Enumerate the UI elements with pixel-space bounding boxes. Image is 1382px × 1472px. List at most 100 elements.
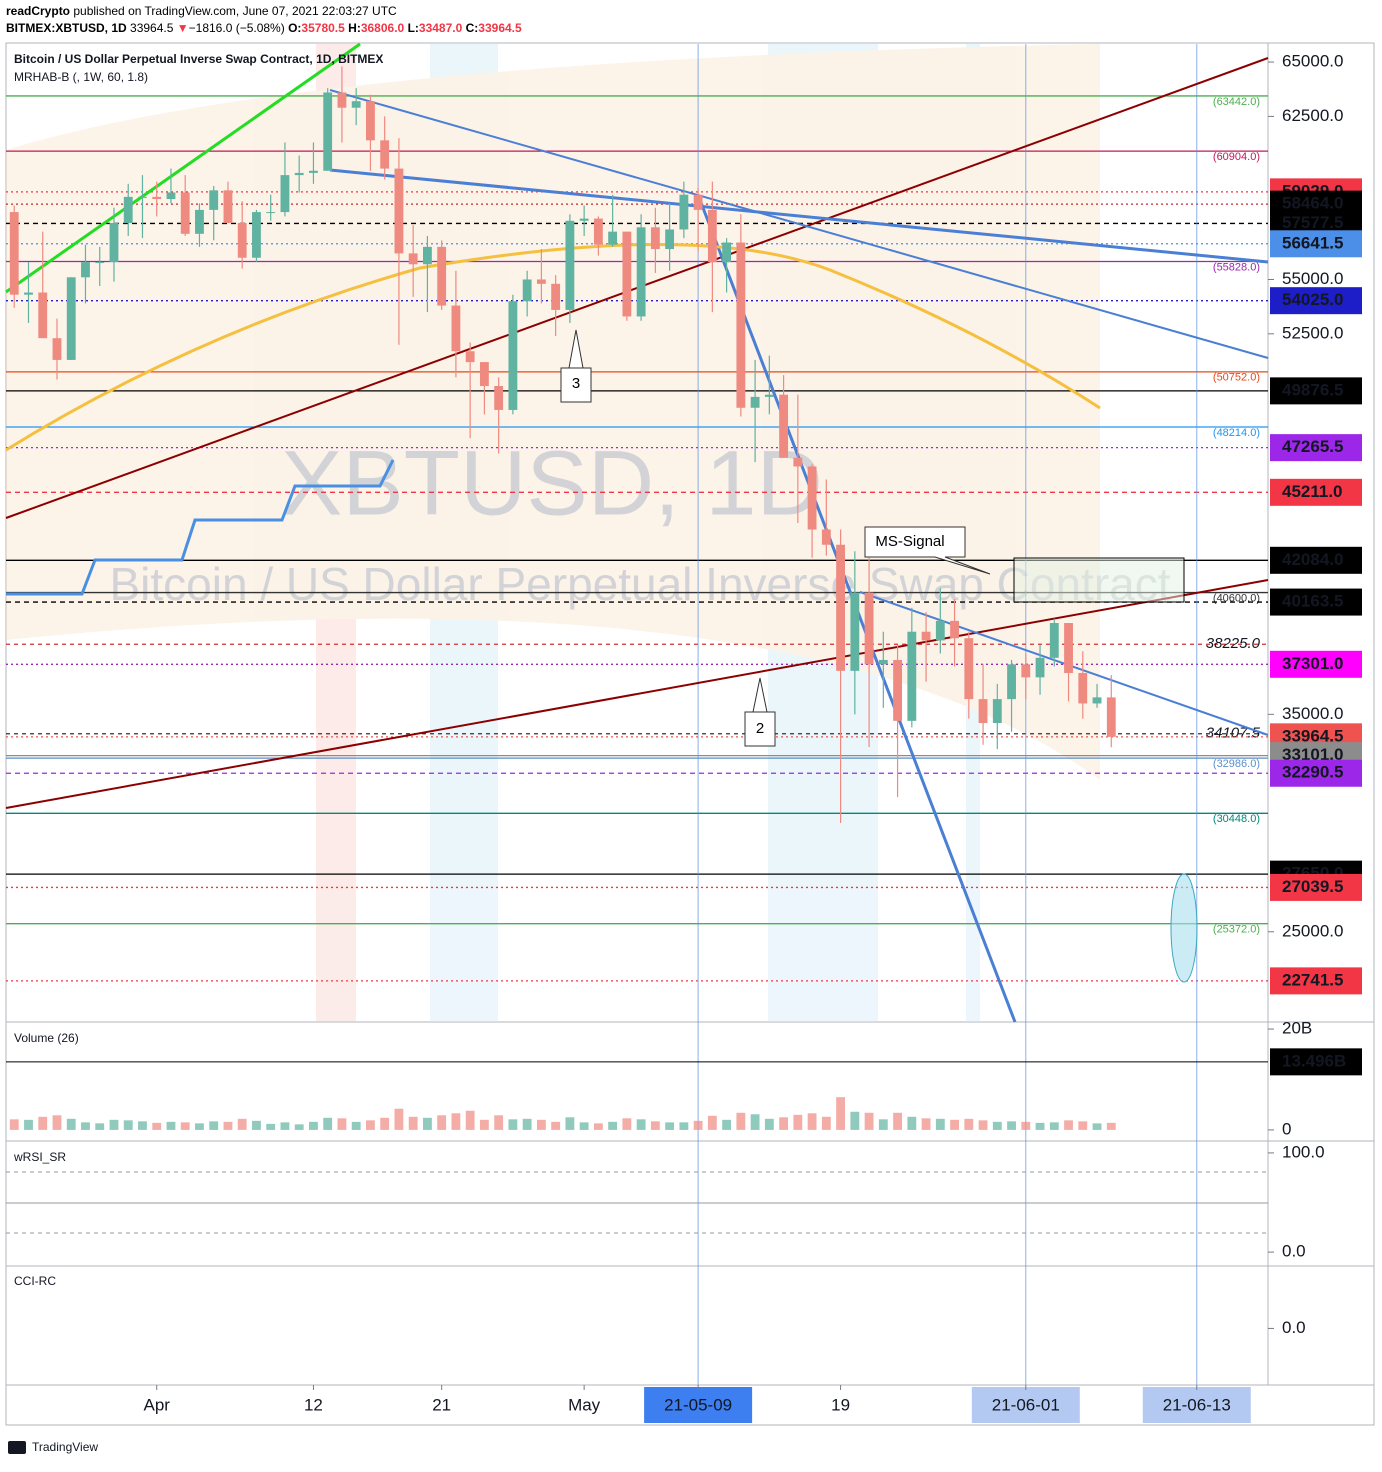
candle-body	[223, 190, 233, 223]
price-label: 33964.5	[1282, 726, 1343, 745]
candle-body	[907, 631, 917, 721]
price-label: 57577.5	[1282, 213, 1343, 232]
price-label: 27039.5	[1282, 877, 1343, 896]
candle-body	[636, 227, 646, 317]
volume-bar	[138, 1121, 147, 1130]
candle-body	[850, 592, 860, 671]
chart-title: Bitcoin / US Dollar Perpetual Inverse Sw…	[14, 52, 383, 66]
volume-bar	[437, 1115, 447, 1130]
volume-bar	[921, 1118, 931, 1130]
candle-body	[707, 209, 717, 263]
volume-bar	[935, 1118, 945, 1130]
volume-bar	[793, 1114, 803, 1130]
candle-body	[109, 222, 119, 263]
volume-bar	[9, 1119, 19, 1130]
volume-bar	[209, 1121, 219, 1130]
y-tick-label: 20B	[1282, 1019, 1312, 1038]
price-label-bg	[1270, 434, 1362, 462]
candle-body	[992, 699, 1002, 724]
author: readCrypto	[6, 4, 70, 18]
x-tick-label: 21-05-09	[664, 1395, 732, 1414]
volume-bar	[294, 1124, 304, 1130]
volume-bar	[707, 1115, 717, 1130]
volume-bar	[408, 1116, 418, 1130]
y-tick-label: 0.0	[1282, 1318, 1306, 1337]
y-tick-label: 25000.0	[1282, 921, 1343, 940]
volume-bar	[807, 1113, 817, 1130]
x-tick-label: 21-06-13	[1163, 1395, 1231, 1414]
candle-body	[81, 262, 90, 278]
price-label: 33101.0	[1282, 745, 1343, 764]
volume-bar	[38, 1116, 48, 1130]
volume-bar	[280, 1122, 290, 1130]
volume-bar	[152, 1122, 162, 1130]
volume-bar	[1064, 1120, 1073, 1130]
candle-body	[551, 283, 561, 310]
candle-body	[52, 338, 62, 360]
price-label: 22741.5	[1282, 970, 1343, 989]
y-tick-label: 0.0	[1282, 1242, 1306, 1261]
candle-body	[921, 631, 931, 641]
candle-body	[337, 92, 347, 108]
volume-bar	[1021, 1121, 1031, 1130]
price-label-bg	[1270, 230, 1362, 258]
date-label-bg	[971, 1387, 1080, 1423]
price-label: 47265.5	[1282, 437, 1343, 456]
y-tick-label: 0	[1282, 1119, 1291, 1138]
candle-body	[123, 196, 133, 223]
price-label-bg	[1270, 287, 1362, 315]
volume-bar	[1106, 1122, 1116, 1130]
price-label: 56641.5	[1282, 233, 1343, 252]
volume-bar	[893, 1112, 902, 1130]
volume-bar	[180, 1122, 190, 1130]
candle-body	[9, 212, 19, 295]
volume-bar	[608, 1121, 618, 1130]
candle-body	[252, 212, 261, 258]
candle-body	[522, 279, 532, 302]
pane-decor	[6, 1171, 1268, 1234]
candle-body	[736, 242, 746, 408]
candle-body	[280, 175, 290, 213]
volume-bar	[1049, 1122, 1059, 1130]
candle-body	[950, 620, 959, 639]
volume-bar	[693, 1120, 703, 1130]
level-label: (60904.0)	[1213, 151, 1260, 163]
lv: 33487.0	[419, 21, 463, 35]
candle-body	[1064, 623, 1073, 674]
candle-body	[650, 227, 660, 250]
cv: 33964.5	[478, 21, 522, 35]
candle-body	[138, 196, 147, 198]
candle-body	[693, 194, 703, 210]
candle-body	[465, 351, 475, 363]
symbol: BITMEX:XBTUSD, 1D	[6, 21, 127, 35]
l: L:	[408, 21, 419, 35]
y-tick-label: 65000.0	[1282, 52, 1343, 71]
candle-body	[579, 218, 589, 221]
candle-body	[195, 209, 204, 234]
footer: TradingView	[32, 1440, 98, 1454]
volume-bar	[237, 1118, 247, 1130]
hv: 36806.0	[361, 21, 405, 35]
candle-body	[323, 92, 333, 171]
volume-bar	[337, 1118, 347, 1130]
volume-bar	[366, 1120, 375, 1130]
volume-bar	[465, 1110, 475, 1130]
candle-body	[437, 246, 447, 306]
candle-body	[494, 386, 504, 410]
candle-body	[209, 190, 219, 210]
volume-bar	[81, 1122, 90, 1130]
price-label-bg	[1270, 546, 1362, 574]
y-tick-label: 100.0	[1282, 1142, 1325, 1161]
x-tick-label: 21	[432, 1395, 451, 1414]
volume-bar	[494, 1115, 504, 1130]
y-tick-label: 35000.0	[1282, 704, 1343, 723]
y-tick-label: 62500.0	[1282, 106, 1343, 125]
volume-bar	[522, 1118, 532, 1130]
candle-body	[836, 544, 846, 671]
header: readCrypto published on TradingView.com,…	[6, 4, 522, 35]
date-label-bg	[644, 1387, 753, 1423]
volume-bar	[508, 1119, 518, 1130]
volume-bar	[422, 1117, 432, 1130]
price-label: 40163.5	[1282, 592, 1343, 611]
